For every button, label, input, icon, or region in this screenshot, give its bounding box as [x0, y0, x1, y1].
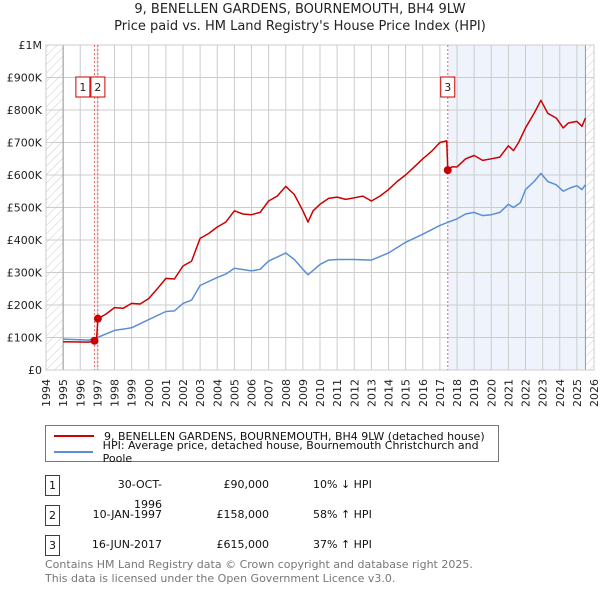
sale-number-badge: 2	[45, 505, 60, 526]
sale-price: £158,000	[216, 508, 270, 521]
x-tick-label: 2006	[246, 379, 259, 407]
footer-copyright: Contains HM Land Registry data © Crown c…	[45, 558, 473, 571]
sale-number-badge: 3	[45, 535, 60, 556]
sale-label-1: 1	[79, 81, 86, 94]
x-tick-label: 2020	[485, 379, 498, 407]
y-tick-label: £100K	[7, 332, 43, 345]
plot-area: 1994 1995 1996 1997 1998 1999 2000 2001 2002 2003…	[7, 39, 600, 407]
x-tick-label: 2015	[400, 379, 413, 407]
x-tick-label: 2022	[520, 379, 533, 407]
legend-swatch-property	[54, 435, 94, 437]
x-tick-label: 2026	[588, 379, 600, 407]
x-tick-label: 2002	[177, 379, 190, 407]
legend-item-hpi: HPI: Average price, detached house, Bour…	[54, 439, 498, 465]
legend: 9, BENELLEN GARDENS, BOURNEMOUTH, BH4 9L…	[45, 425, 499, 465]
legend-item-property: 9, BENELLEN GARDENS, BOURNEMOUTH, BH4 9L…	[54, 429, 485, 443]
y-tick-label: £700K	[7, 137, 43, 150]
legend-label-hpi: HPI: Average price, detached house, Bour…	[102, 439, 479, 465]
x-tick-label: 1998	[109, 379, 122, 407]
sale-label-3: 3	[444, 81, 451, 94]
sale-date: 16-JUN-2017	[91, 538, 162, 551]
y-tick-label: £400K	[7, 234, 43, 247]
footer-licence: This data is licensed under the Open Gov…	[45, 572, 396, 585]
x-tick-label: 2024	[554, 379, 567, 407]
y-tick-label: £300K	[7, 267, 43, 280]
sale-label-box-1	[75, 76, 91, 98]
sale-hpi-comparison: 37% ↑ HPI	[313, 538, 372, 551]
sale-price: £615,000	[216, 538, 270, 551]
x-tick-label: 2013	[365, 379, 378, 407]
x-tick-label: 1997	[91, 379, 104, 407]
x-tick-label: 2016	[417, 379, 430, 407]
sale-date: 10-JAN-1997	[92, 508, 162, 521]
x-tick-label: 2010	[314, 379, 327, 407]
x-tick-label: 2004	[211, 379, 224, 407]
y-tick-label: £200K	[7, 299, 43, 312]
plot-border	[45, 44, 595, 371]
sale-label-box-2	[90, 76, 106, 98]
sale-price: £90,000	[223, 478, 270, 491]
x-tick-label: 2012	[348, 379, 361, 407]
y-tick-label: £0	[28, 364, 42, 377]
sale-point-1	[90, 336, 99, 345]
sale-number-badge: 1	[45, 475, 60, 496]
x-tick-label: 1999	[126, 379, 139, 407]
x-tick-label: 2018	[451, 379, 464, 407]
sale-point-3	[443, 166, 452, 175]
property-price-line	[63, 99, 587, 343]
y-tick-label: £500K	[7, 202, 43, 215]
sale-label-2: 2	[94, 81, 101, 94]
x-tick-label: 2011	[331, 379, 344, 407]
sale-hpi-comparison: 10% ↓ HPI	[313, 478, 372, 491]
x-tick-label: 2017	[434, 379, 447, 407]
x-tick-label: 2005	[228, 379, 241, 407]
sale-hpi-comparison: 58% ↑ HPI	[313, 508, 372, 521]
x-tick-label: 2003	[194, 379, 207, 407]
x-tick-label: 2008	[280, 379, 293, 407]
x-tick-label: 2019	[468, 379, 481, 407]
y-tick-label: £900K	[7, 72, 43, 85]
legend-swatch-hpi	[54, 451, 93, 453]
legend-label-property: 9, BENELLEN GARDENS, BOURNEMOUTH, BH4 9L…	[104, 429, 485, 443]
chart-title: 9, BENELLEN GARDENS, BOURNEMOUTH, BH4 9L…	[134, 2, 466, 17]
x-tick-label: 1995	[57, 379, 70, 407]
x-tick-label: 2009	[297, 379, 310, 407]
x-tick-label: 2021	[502, 379, 515, 407]
x-tick-label: 2014	[383, 379, 396, 407]
x-tick-label: 2023	[537, 379, 550, 407]
sale-label-box-3	[440, 76, 456, 98]
y-tick-label: £800K	[7, 104, 43, 117]
y-tick-label: £1M	[19, 39, 43, 52]
x-tick-label: 2000	[143, 379, 156, 407]
x-tick-label: 2001	[160, 379, 173, 407]
chart-subtitle: Price paid vs. HM Land Registry's House …	[114, 19, 486, 34]
x-tick-label: 1996	[74, 379, 87, 407]
y-tick-label: £600K	[7, 169, 43, 182]
hpi-line	[63, 172, 587, 341]
sale-point-2	[93, 314, 102, 323]
x-tick-label: 2007	[263, 379, 276, 407]
x-tick-label: 2025	[571, 379, 584, 407]
x-tick-label: 1994	[40, 379, 53, 407]
sale-date: 30-OCT-1996	[117, 478, 162, 511]
